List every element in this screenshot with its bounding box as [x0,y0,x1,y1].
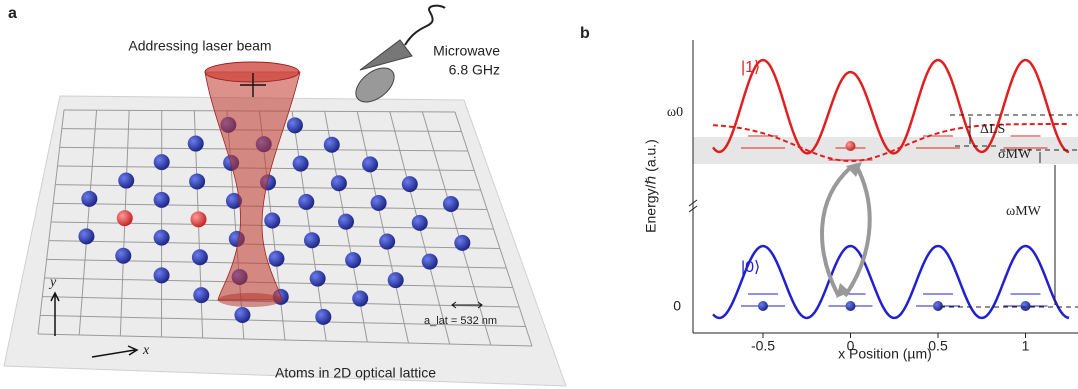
y-axis-label: y [48,275,57,290]
atom [315,308,332,325]
panel-b: b ω0 0 Energy/ℏ (a.u.) x Position (µm) |… [580,25,1078,362]
atom [115,247,132,264]
atom [362,156,379,173]
atom [303,232,320,249]
atom [189,173,206,190]
panel-label: b [580,25,590,42]
delta-ls: ΔLS [980,122,1005,137]
potential-curve [712,244,1070,320]
atom [323,136,340,153]
atom [78,228,95,245]
atom [118,172,135,189]
atom [758,301,768,311]
x-tick-label: 1 [1022,338,1030,354]
panel-label: a [8,5,17,22]
state-upper: |1⟩ [741,59,760,76]
atom [379,233,396,250]
level [916,135,960,149]
atom [153,191,170,208]
y-arrow [50,291,60,336]
atom [309,270,326,287]
atom [153,267,170,284]
atom [933,301,943,311]
atom [442,195,459,212]
grid-line [421,111,492,346]
state-lower: |0⟩ [741,259,760,276]
beam-bottom [218,293,282,307]
caption: Atoms in 2D optical lattice [275,365,436,381]
x-tick-label: -0.5 [751,338,775,354]
level [741,135,785,149]
microwave-label: Microwave [433,43,500,59]
level [1003,135,1048,149]
atom [411,214,428,231]
x-axis-label: x Position (µm) [838,346,932,362]
potentials [712,58,1070,320]
axis-break [688,199,698,213]
atom [292,155,309,172]
atom [153,229,170,246]
omega-mw: ωMW [1006,204,1042,219]
y-tick-omega0: ω0 [667,105,683,120]
speaker-horn [355,67,395,103]
x-tick-label: 0.5 [928,338,948,354]
microwave-freq: 6.8 GHz [449,62,500,78]
atom [421,253,438,270]
spacing-markers [969,117,1056,305]
x-axis-label: x [142,343,150,358]
atom [264,212,281,229]
atom [370,194,387,211]
atom [454,234,471,251]
atom [845,301,856,311]
atom [187,135,204,152]
red-atom [190,211,207,228]
atom [225,192,242,209]
atom [401,176,418,193]
speaker [359,39,413,71]
transition-arrow [820,166,852,296]
atom [286,117,303,134]
x-tick-label: 0 [847,338,855,354]
beam-top [204,61,300,83]
lattice-plate [3,95,567,387]
grid-line [37,333,533,347]
atom [845,141,856,151]
atom [1020,301,1031,311]
atom [352,290,369,307]
atom [298,193,315,210]
atom [345,252,362,269]
panel-a: a Addressing laser beam Microwave 6.8 GH… [3,4,567,387]
grid-line [40,314,526,327]
y-tick-zero: 0 [673,298,681,314]
beam-label: Addressing laser beam [128,38,271,54]
atom [191,249,208,266]
lattice-constant: a_lat = 532 nm [424,315,497,327]
transition-arrow [843,164,872,298]
grid-line [454,111,533,347]
atom [268,250,285,267]
polarization-arrows [240,73,266,97]
y-axis-label: Energy/ℏ (a.u.) [643,139,659,233]
atom [330,175,347,192]
x-arrow [91,345,139,358]
speaker-cable [404,4,446,46]
atom [81,190,98,207]
level-lines [940,114,1078,308]
sigma-mw: σMW [998,147,1032,162]
atom [234,306,251,323]
atom [153,154,170,171]
lattice-arrow [451,301,483,309]
atom [338,213,354,230]
red-atom [116,210,133,227]
atom [193,287,210,304]
atom [387,272,404,289]
potential-curve [712,58,1070,155]
